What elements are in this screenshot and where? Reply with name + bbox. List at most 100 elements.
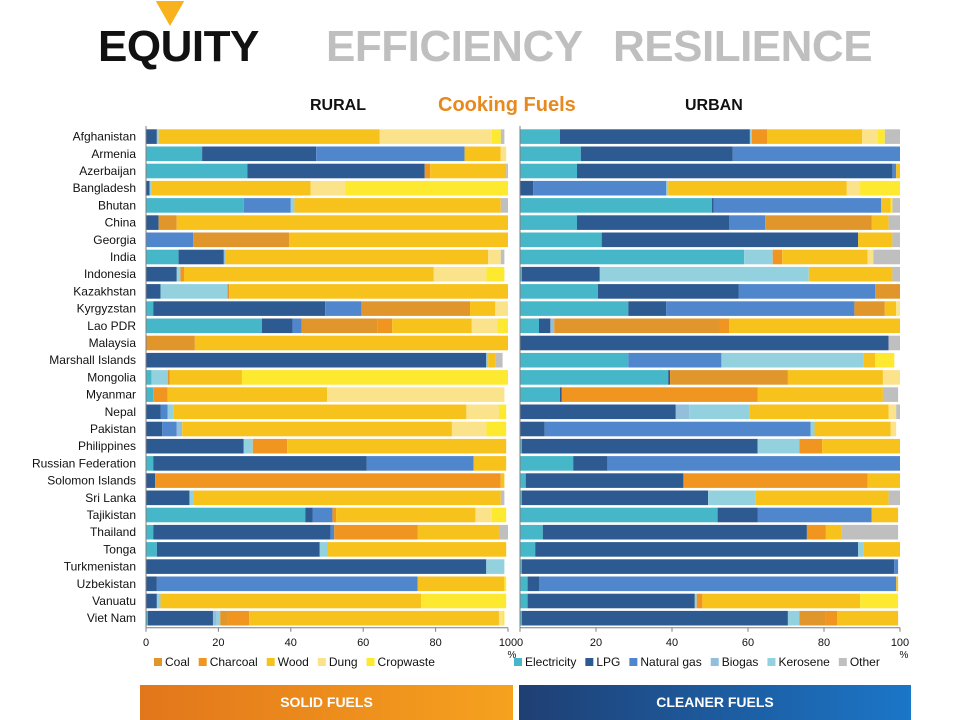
bar-segment-urban-china-natural-gas xyxy=(729,215,766,230)
bar-segment-urban-indonesia-kerosene xyxy=(599,266,809,282)
bar-segment-rural-indonesia-wood xyxy=(184,266,434,282)
bar-segment-rural-kyrgyzstan-dung xyxy=(495,301,508,316)
bar-segment-urban-azerbaijan-wood xyxy=(896,163,900,179)
x-tick-label-urban-20: 20 xyxy=(590,637,602,649)
bar-segment-rural-kyrgyzstan-wood xyxy=(469,301,496,316)
bar-segment-urban-mongolia-electricity xyxy=(520,370,669,385)
bar-segment-urban-bhutan-other xyxy=(892,198,900,213)
bar-segment-urban-kyrgyzstan-natural-gas xyxy=(666,301,855,316)
legend-urban: Electricity LPG Natural gas Biogas Kerosene O… xyxy=(514,655,880,669)
bar-segment-rural-pakistan-dung xyxy=(451,421,487,437)
bar-segment-rural-kazakhstan-wood xyxy=(229,284,508,299)
bar-segment-urban-azerbaijan-lpg xyxy=(577,163,893,179)
bar-segment-rural-kazakhstan-kerosene xyxy=(160,284,228,299)
tab-resilience[interactable]: RESILIENCE xyxy=(613,22,873,71)
bar-segment-rural-georgia-coal xyxy=(193,232,289,248)
bar-segment-urban-pakistan-natural-gas xyxy=(544,421,811,437)
country-label-india: India xyxy=(110,250,136,264)
bar-segment-urban-tajikistan-wood xyxy=(871,507,899,523)
bar-segment-urban-afghanistan-lpg xyxy=(559,129,750,144)
legend-swatch-cropwaste xyxy=(366,658,375,666)
bar-segment-urban-myanmar-lpg xyxy=(559,387,562,402)
bar-segment-urban-nepal-other xyxy=(896,404,900,420)
bar-segment-urban-philippines-wood xyxy=(822,438,900,454)
bar-segment-urban-marshall-islands-kerosene xyxy=(721,352,864,368)
bar-segment-urban-indonesia-wood xyxy=(808,266,893,282)
legend-swatch-charcoal xyxy=(198,658,207,666)
bar-segment-rural-vanuatu-cropwaste xyxy=(421,593,507,609)
bar-segment-rural-thailand-other xyxy=(498,524,508,540)
legend-swatch-electricity xyxy=(514,658,522,666)
bar-segment-rural-nepal-kerosene xyxy=(167,404,174,420)
country-label-kyrgyzstan: Kyrgyzstan xyxy=(77,302,136,316)
bar-segment-urban-bangladesh-wood xyxy=(668,180,847,196)
bar-segment-rural-bhutan-other xyxy=(500,198,508,213)
bar-segment-rural-lao-pdr-lpg xyxy=(261,318,293,334)
bar-segment-urban-tajikistan-lpg xyxy=(717,507,758,523)
country-label-afghanistan: Afghanistan xyxy=(73,130,136,144)
bar-segment-rural-uzbekistan-cropwaste xyxy=(504,576,507,592)
bar-segment-rural-malaysia-wood xyxy=(194,335,508,351)
bar-segment-urban-bhutan-wood xyxy=(881,198,891,213)
tab-equity[interactable]: EQUITY xyxy=(98,22,259,71)
bar-segment-urban-china-coal xyxy=(765,215,872,230)
bar-segment-rural-pakistan-natural-gas xyxy=(162,421,177,437)
bar-segment-urban-philippines-electricity xyxy=(520,438,522,454)
bar-segment-urban-china-wood xyxy=(871,215,889,230)
bar-segment-rural-armenia-lpg xyxy=(202,146,317,162)
bar-segment-urban-pakistan-kerosene xyxy=(810,421,815,437)
legend-label-coal: Coal xyxy=(165,655,190,669)
country-label-turkmenistan: Turkmenistan xyxy=(64,560,136,574)
tab-efficiency[interactable]: EFFICIENCY xyxy=(326,22,583,71)
bar-segment-urban-tonga-lpg xyxy=(535,542,859,557)
bar-segment-urban-tonga-kerosene xyxy=(858,542,864,557)
bar-segment-rural-kazakhstan-coal xyxy=(227,284,230,299)
bar-segment-rural-bhutan-wood xyxy=(294,198,501,213)
bar-segment-rural-uzbekistan-lpg xyxy=(146,576,157,592)
bar-segment-urban-kyrgyzstan-electricity xyxy=(520,301,629,316)
bar-segment-rural-russian-federation-lpg xyxy=(153,456,367,471)
bar-segment-rural-vanuatu-wood xyxy=(160,593,422,609)
bar-segment-rural-tajikistan-electricity xyxy=(146,507,306,523)
bar-segment-rural-bangladesh-dung xyxy=(310,180,346,196)
bar-segment-urban-solomon-islands-charcoal xyxy=(683,473,868,488)
bar-segment-rural-azerbaijan-wood xyxy=(430,163,507,179)
bar-segment-urban-bangladesh-dung xyxy=(846,180,861,196)
x-tick-label-urban-100: 100 xyxy=(891,637,909,649)
bar-segment-rural-philippines-charcoal xyxy=(252,438,288,454)
bar-segment-urban-myanmar-electricity xyxy=(520,387,560,402)
country-label-viet-nam: Viet Nam xyxy=(87,611,136,625)
legend-swatch-kerosene xyxy=(767,658,776,666)
legend-swatch-natural-gas xyxy=(629,658,638,666)
bar-segment-rural-marshall-islands-lpg xyxy=(146,352,487,368)
bar-segment-rural-turkmenistan-lpg xyxy=(146,559,487,574)
x-tick-label-urban-0: 0 xyxy=(517,637,523,649)
bar-segment-rural-viet-nam-cropwaste xyxy=(502,610,505,626)
bar-segment-rural-myanmar-wood xyxy=(167,387,327,402)
bar-segment-urban-philippines-charcoal xyxy=(799,438,823,454)
bar-segment-rural-nepal-natural-gas xyxy=(160,404,168,420)
active-tab-pointer-icon xyxy=(152,0,188,30)
bar-segment-urban-mongolia-coal xyxy=(670,370,788,385)
bar-segment-urban-turkmenistan-natural-gas xyxy=(894,559,899,574)
bar-segment-rural-viet-nam-kerosene xyxy=(216,610,221,626)
bar-segment-urban-uzbekistan-natural-gas xyxy=(539,576,897,592)
bar-segment-urban-thailand-wood xyxy=(825,524,842,540)
bar-segment-rural-armenia-electricity xyxy=(146,146,203,162)
bar-segment-urban-vanuatu-charcoal xyxy=(696,593,703,609)
bar-segment-rural-marshall-islands-other xyxy=(495,352,503,368)
bar-segment-rural-kyrgyzstan-coal xyxy=(361,301,470,316)
bar-segment-urban-pakistan-dung xyxy=(890,421,897,437)
bar-segment-urban-bhutan-electricity xyxy=(520,198,712,213)
bar-segment-rural-indonesia-kerosene xyxy=(176,266,181,282)
bar-segment-urban-afghanistan-cropwaste xyxy=(877,129,885,144)
bar-segment-urban-georgia-electricity xyxy=(520,232,602,248)
country-label-kazakhstan: Kazakhstan xyxy=(73,284,136,298)
cooking-fuels-chart: Afghanistan Armenia Azerbaijan Bangladesh Bh… xyxy=(32,126,909,669)
bar-segment-rural-armenia-natural-gas xyxy=(316,146,465,162)
bar-segment-rural-viet-nam-coal xyxy=(220,610,228,626)
bar-segment-urban-sri-lanka-lpg xyxy=(521,490,709,506)
bar-segment-urban-vanuatu-electricity xyxy=(520,593,528,609)
bar-segment-rural-uzbekistan-wood xyxy=(417,576,505,592)
bar-segment-rural-bangladesh-kerosene xyxy=(149,180,152,196)
